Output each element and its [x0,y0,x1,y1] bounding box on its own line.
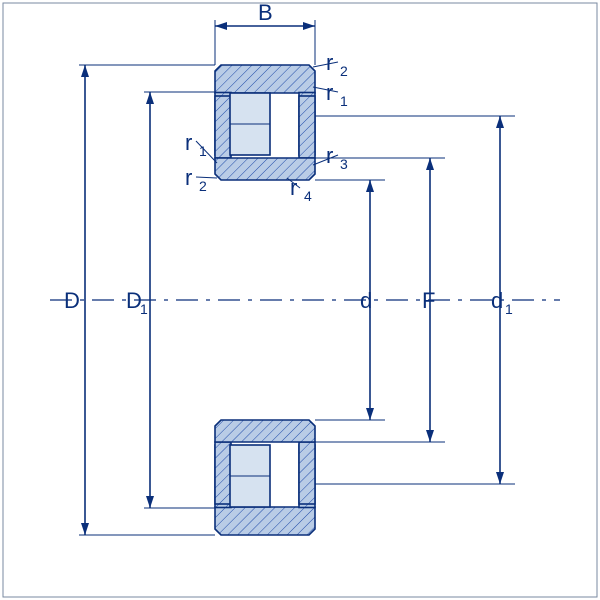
svg-text:r: r [185,165,192,190]
label-d1: d1 [491,288,513,317]
label-D1: D1 [126,288,148,317]
arrowhead [146,496,154,508]
svg-text:B: B [258,0,273,25]
inner-ring-bot-lip-right [299,442,315,504]
arrowhead [426,158,434,170]
svg-text:r: r [290,175,297,200]
svg-text:F: F [422,288,435,313]
label-d: d [360,288,372,313]
label-r2-top: r2 [326,50,348,79]
arrowhead [366,180,374,192]
arrowhead [81,65,89,77]
label-F: F [422,288,435,313]
svg-text:2: 2 [199,178,207,194]
svg-text:3: 3 [340,156,348,172]
svg-text:1: 1 [340,93,348,109]
label-r1-top: r1 [326,80,348,109]
outer-ring-bot-body [215,507,315,535]
arrowhead [146,92,154,104]
svg-text:4: 4 [304,188,312,204]
svg-text:r: r [326,50,333,75]
svg-text:1: 1 [140,301,148,317]
bearing-cross-section-diagram: BDD1dFd1r2r1r1r2r3r4 [0,0,600,600]
label-B: B [258,0,273,25]
svg-text:2: 2 [340,63,348,79]
label-r2-left: r2 [185,165,207,194]
svg-text:1: 1 [199,143,207,159]
inner-ring-top-body [215,158,315,180]
svg-text:r: r [185,130,192,155]
arrowhead [81,523,89,535]
arrowhead [366,408,374,420]
svg-text:1: 1 [505,301,513,317]
label-D: D [64,288,80,313]
arrowhead [215,22,227,30]
svg-text:D: D [64,288,80,313]
inner-ring-top-lip-right [299,96,315,158]
svg-text:d: d [491,288,503,313]
svg-text:r: r [326,143,333,168]
inner-ring-bot-lip-left [215,442,231,504]
arrowhead [496,472,504,484]
arrowhead [496,116,504,128]
outer-ring-top-body [215,65,315,93]
svg-text:r: r [326,80,333,105]
label-r1-left: r1 [185,130,207,159]
inner-ring-bot-body [215,420,315,442]
arrowhead [426,430,434,442]
inner-ring-top-lip-left [215,96,231,158]
svg-text:d: d [360,288,372,313]
arrowhead [303,22,315,30]
